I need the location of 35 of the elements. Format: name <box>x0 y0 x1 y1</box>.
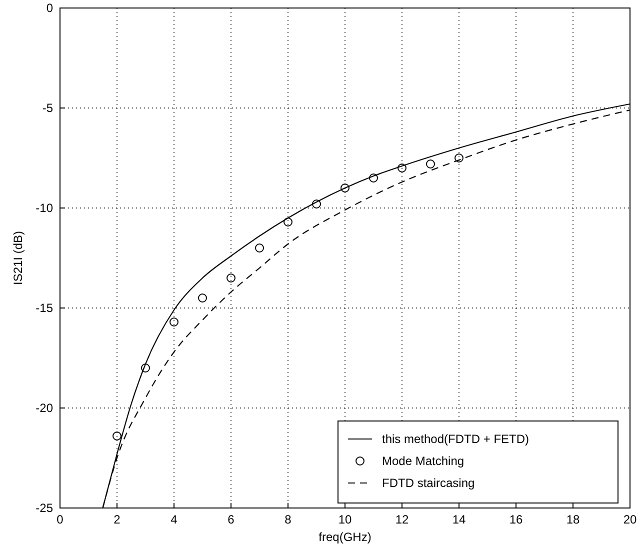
x-axis-title: freq(GHz) <box>318 530 372 544</box>
legend-label: FDTD staircasing <box>382 476 475 490</box>
point <box>170 318 178 326</box>
point <box>141 364 150 372</box>
y-axis-title: IS21I (dB) <box>11 230 25 286</box>
legend-label: Mode Matching <box>382 454 464 468</box>
y-tick-label: -25 <box>36 500 54 515</box>
point <box>369 174 378 182</box>
point <box>112 432 122 440</box>
y-tick-label: 0 <box>46 0 54 15</box>
y-tick-label: -10 <box>36 200 54 215</box>
point <box>284 218 292 226</box>
x-tick-label: 20 <box>623 512 637 527</box>
y-tick-label: -20 <box>36 400 54 415</box>
x-tick-label: 8 <box>284 512 292 527</box>
x-tick-label: 0 <box>56 512 64 527</box>
point <box>454 154 464 162</box>
point <box>426 160 435 168</box>
x-tick-label: 6 <box>228 512 235 527</box>
x-tick-label: 16 <box>509 512 523 527</box>
x-tick-label: 2 <box>114 512 121 527</box>
point <box>398 164 406 172</box>
x-tick-label: 12 <box>395 512 409 527</box>
x-tick-label: 18 <box>566 512 580 527</box>
point <box>340 184 350 192</box>
legend-label: this method(FDTD + FETD) <box>382 432 530 446</box>
point <box>198 294 207 302</box>
x-tick-label: 4 <box>170 512 178 527</box>
y-tick-label: -5 <box>42 100 54 115</box>
point <box>226 274 236 282</box>
point <box>255 244 264 252</box>
y-tick-label: -15 <box>36 300 54 315</box>
x-tick-label: 14 <box>452 512 466 527</box>
x-tick-label: 10 <box>338 512 352 527</box>
point <box>312 200 321 208</box>
